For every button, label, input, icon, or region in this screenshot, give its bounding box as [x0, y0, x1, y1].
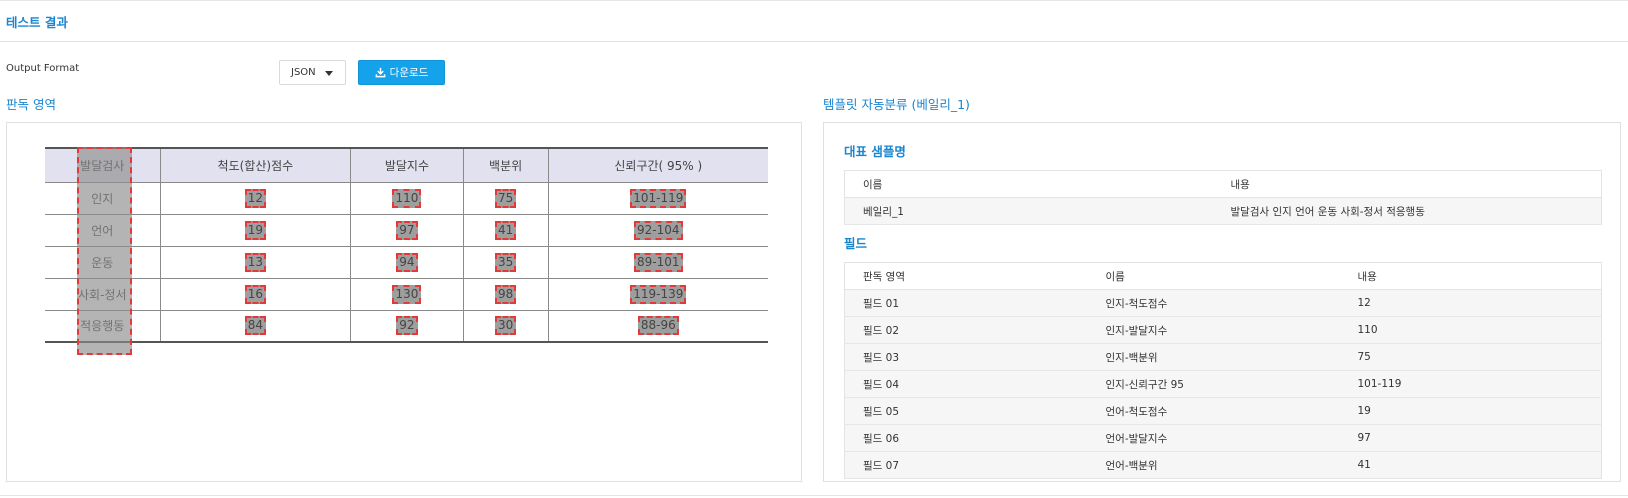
field-area: 필드 05	[844, 397, 1088, 425]
scan-header-row: 발달검사 척도(합산)점수 발달지수 백분위 신뢰구간( 95% )	[45, 148, 768, 183]
detected-value[interactable]: 35	[494, 252, 517, 272]
scan-row-label: 언어	[45, 214, 161, 247]
sample-header-row: 이름 내용	[844, 170, 1602, 198]
field-area: 필드 03	[844, 343, 1088, 371]
field-row[interactable]: 필드 02 인지-발달지수 110	[844, 316, 1602, 344]
reading-area-title: 판독 영역	[6, 97, 56, 112]
field-row[interactable]: 필드 07 언어-백분위 41	[844, 451, 1602, 479]
download-label: 다운로드	[389, 67, 429, 79]
sample-header-cell: 내용	[1212, 170, 1602, 198]
template-classification-title: 템플릿 자동분류 (베일리_1)	[823, 97, 970, 112]
detected-value[interactable]: 92	[396, 316, 418, 336]
scan-row-label: 운동	[45, 246, 161, 279]
sample-row[interactable]: 베일리_1 발달검사 인지 언어 운동 사회-정서 적응행동	[844, 197, 1602, 225]
field-value: 110	[1339, 316, 1602, 344]
scan-row: 인지 12 110 75 101-119	[45, 182, 768, 215]
detected-value[interactable]: 88-96	[637, 316, 679, 336]
output-format-label: Output Format	[6, 63, 80, 74]
detected-value[interactable]: 12	[244, 188, 266, 208]
field-value: 75	[1339, 343, 1602, 371]
template-classification-panel: 대표 샘플명 이름 내용 베일리_1 발달검사 인지 언어 운동 사회-정서 적…	[823, 122, 1621, 482]
sample-content: 발달검사 인지 언어 운동 사회-정서 적응행동	[1212, 197, 1602, 225]
detected-value[interactable]: 19	[244, 220, 266, 240]
title-divider	[0, 41, 1628, 42]
scan-row: 운동 13 94 35 89-101	[45, 246, 768, 279]
scan-table: 발달검사 척도(합산)점수 발달지수 백분위 신뢰구간( 95% ) 인지 12…	[45, 147, 768, 343]
detected-value[interactable]: 75	[494, 188, 517, 208]
fields-header-cell: 판독 영역	[844, 262, 1088, 290]
field-row[interactable]: 필드 05 언어-척도점수 19	[844, 397, 1602, 425]
field-name: 언어-발달지수	[1087, 424, 1340, 452]
field-area: 필드 07	[844, 451, 1088, 479]
field-name: 인지-백분위	[1087, 343, 1340, 371]
detected-value[interactable]: 84	[244, 316, 266, 336]
fields-table: 판독 영역 이름 내용 필드 01 인지-척도점수 12 필드 02 인지-발달…	[844, 262, 1602, 479]
field-area: 필드 02	[844, 316, 1088, 344]
scan-row-label: 사회-정서	[45, 278, 161, 311]
field-value: 97	[1339, 424, 1602, 452]
field-area: 필드 04	[844, 370, 1088, 398]
detected-value[interactable]: 130	[392, 284, 422, 304]
scan-header-cell: 척도(합산)점수	[160, 148, 352, 183]
detected-value[interactable]: 97	[396, 220, 418, 240]
field-name: 인지-신뢰구간 95	[1087, 370, 1340, 398]
field-row[interactable]: 필드 01 인지-척도점수 12	[844, 289, 1602, 317]
field-name: 언어-백분위	[1087, 451, 1340, 479]
detected-value[interactable]: 98	[494, 284, 517, 304]
field-value: 41	[1339, 451, 1602, 479]
field-value: 12	[1339, 289, 1602, 317]
detected-value[interactable]: 89-101	[634, 252, 683, 272]
caret-down-icon	[325, 71, 333, 76]
sample-table: 이름 내용 베일리_1 발달검사 인지 언어 운동 사회-정서 적응행동	[844, 170, 1602, 225]
detected-value[interactable]: 13	[244, 252, 266, 272]
field-area: 필드 06	[844, 424, 1088, 452]
detected-value[interactable]: 101-119	[630, 188, 687, 208]
bottom-border	[0, 495, 1628, 496]
detected-value[interactable]: 30	[494, 316, 517, 336]
top-border	[0, 0, 1628, 1]
detected-value[interactable]: 110	[392, 188, 422, 208]
scan-row: 사회-정서 16 130 98 119-139	[45, 278, 768, 311]
fields-header-cell: 내용	[1339, 262, 1602, 290]
scan-row-label: 인지	[45, 182, 161, 215]
detected-value[interactable]: 92-104	[634, 220, 683, 240]
field-value: 19	[1339, 397, 1602, 425]
fields-title: 필드	[844, 236, 868, 251]
output-format-select[interactable]: JSON	[279, 60, 346, 85]
field-row[interactable]: 필드 06 언어-발달지수 97	[844, 424, 1602, 452]
detected-value[interactable]: 119-139	[630, 284, 687, 304]
field-name: 인지-발달지수	[1087, 316, 1340, 344]
fields-header-cell: 이름	[1087, 262, 1340, 290]
detected-value[interactable]: 16	[244, 284, 266, 304]
detected-value[interactable]: 94	[396, 252, 418, 272]
output-format-value: JSON	[291, 67, 316, 78]
page-title: 테스트 결과	[6, 15, 68, 30]
scan-row-label: 적응행동	[45, 310, 161, 343]
field-area: 필드 01	[844, 289, 1088, 317]
field-name: 인지-척도점수	[1087, 289, 1340, 317]
field-row[interactable]: 필드 03 인지-백분위 75	[844, 343, 1602, 371]
field-value: 101-119	[1339, 370, 1602, 398]
scan-header-cell: 신뢰구간( 95% )	[548, 148, 768, 183]
detected-value[interactable]: 41	[494, 220, 517, 240]
sample-title: 대표 샘플명	[844, 144, 906, 159]
field-name: 언어-척도점수	[1087, 397, 1340, 425]
reading-area-panel: 발달검사 척도(합산)점수 발달지수 백분위 신뢰구간( 95% ) 인지 12…	[6, 122, 802, 482]
fields-header-row: 판독 영역 이름 내용	[844, 262, 1602, 290]
scan-row: 언어 19 97 41 92-104	[45, 214, 768, 247]
scan-header-cell: 발달지수	[350, 148, 464, 183]
download-button[interactable]: 다운로드	[358, 60, 445, 85]
download-icon	[375, 67, 386, 78]
scan-header-cell: 발달검사	[45, 148, 161, 183]
scan-row: 적응행동 84 92 30 88-96	[45, 310, 768, 343]
field-row[interactable]: 필드 04 인지-신뢰구간 95 101-119	[844, 370, 1602, 398]
scan-header-cell: 백분위	[463, 148, 549, 183]
sample-name: 베일리_1	[844, 197, 1213, 225]
sample-header-cell: 이름	[844, 170, 1213, 198]
